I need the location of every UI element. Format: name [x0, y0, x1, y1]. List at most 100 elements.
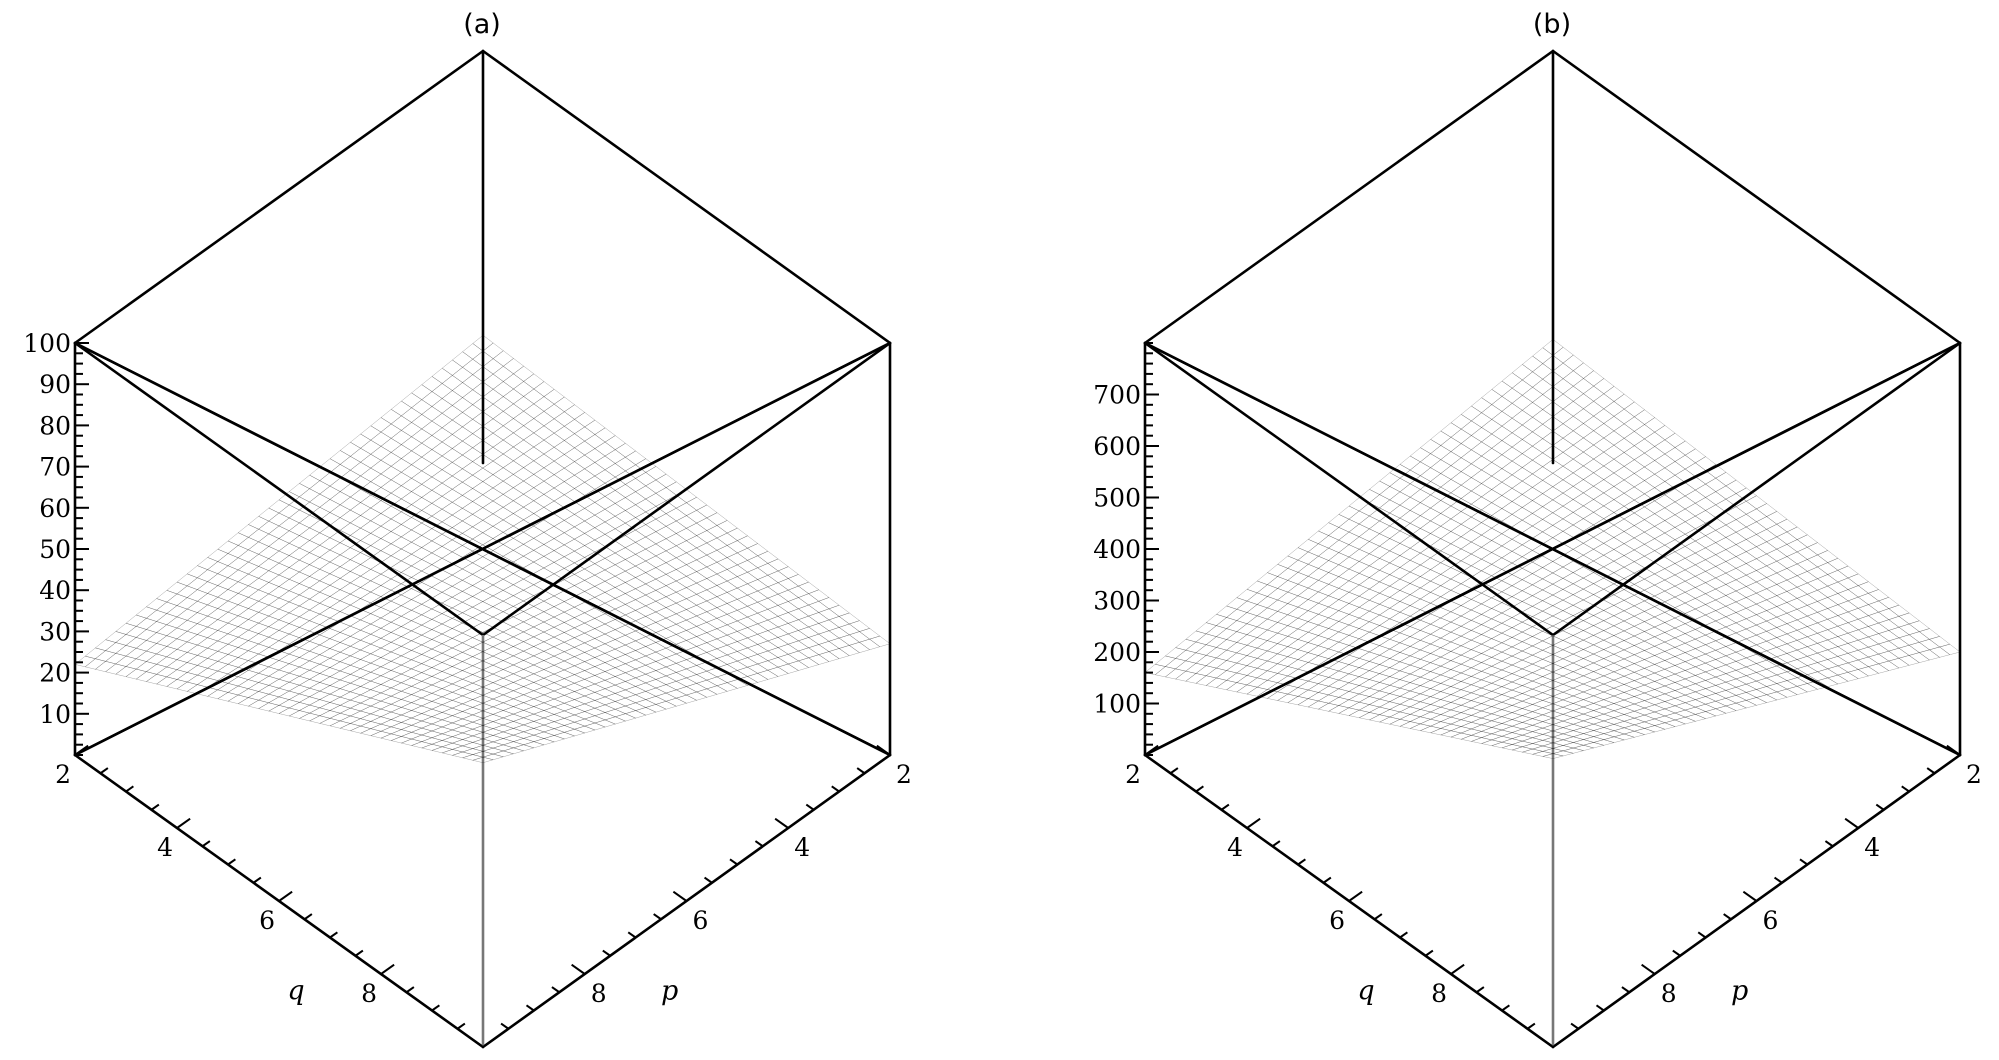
surface-patch: [736, 637, 759, 649]
surface-patch: [1654, 632, 1676, 643]
surface-patch: [1796, 582, 1819, 595]
surface-patch: [1837, 589, 1859, 602]
surface-patch: [655, 628, 677, 639]
surface-patch: [1725, 544, 1747, 557]
surface-patch: [1205, 667, 1228, 679]
surface-patch: [757, 660, 779, 671]
surface-patch: [196, 658, 219, 669]
surface-patch: [1766, 637, 1788, 648]
surface-patch: [1440, 543, 1462, 557]
surface-patch: [1745, 672, 1768, 682]
surface-patch: [685, 559, 708, 572]
surface-patch: [380, 695, 402, 705]
surface-patch: [206, 661, 229, 672]
surface-patch: [1419, 704, 1442, 713]
surface-patch: [1664, 488, 1686, 503]
surface-patch: [1603, 458, 1625, 474]
surface-patch: [1389, 491, 1411, 506]
surface-patch: [522, 646, 545, 657]
surface-patch: [207, 585, 229, 598]
surface-patch: [1766, 572, 1788, 585]
surface-patch: [135, 629, 158, 641]
surface-patch: [84, 658, 107, 670]
surface-patch: [1715, 705, 1737, 714]
surface-patch: [268, 512, 290, 527]
surface-patch: [655, 675, 677, 685]
surface-patch: [1694, 522, 1717, 536]
surface-patch: [1643, 672, 1666, 682]
surface-patch: [1603, 444, 1625, 460]
surface-patch: [1409, 447, 1432, 463]
surface-patch: [1205, 647, 1228, 659]
surface-patch: [1430, 500, 1452, 514]
surface-patch: [400, 686, 423, 695]
surface-patch: [1674, 678, 1697, 688]
q-tick-mark: [405, 986, 415, 994]
surface-patch: [278, 491, 300, 506]
surface-patch: [634, 616, 657, 627]
surface-patch: [757, 608, 779, 621]
surface-patch: [1389, 517, 1411, 532]
surface-patch: [1776, 518, 1798, 533]
surface-patch: [1491, 468, 1513, 483]
surface-patch: [645, 506, 667, 520]
surface-patch: [614, 681, 637, 691]
surface-patch: [1705, 566, 1727, 579]
surface-patch: [1348, 536, 1370, 550]
surface-patch: [858, 628, 881, 640]
surface-patch: [451, 732, 474, 740]
surface-patch: [1277, 614, 1299, 626]
surface-patch: [583, 692, 606, 701]
surface-patch: [247, 672, 270, 683]
surface-patch: [1715, 698, 1737, 707]
surface-patch: [1755, 553, 1778, 567]
p-tick-mark: [876, 744, 891, 756]
surface-patch: [543, 721, 566, 729]
surface-patch: [1144, 663, 1166, 676]
surface-patch: [1378, 701, 1401, 710]
surface-patch: [1378, 618, 1401, 630]
surface-patch: [522, 636, 545, 647]
surface-patch: [533, 600, 555, 613]
surface-patch: [655, 638, 677, 649]
surface-patch: [665, 634, 688, 645]
surface-patch: [492, 439, 514, 455]
surface-patch: [1348, 648, 1370, 659]
surface-patch: [502, 713, 525, 722]
surface-patch: [634, 646, 657, 657]
surface-patch: [1623, 445, 1645, 461]
surface-patch: [278, 555, 300, 568]
p-tick-label: 6: [693, 906, 709, 935]
surface-patch: [1664, 665, 1686, 675]
surface-patch: [1541, 645, 1564, 655]
surface-patch: [1450, 712, 1473, 720]
surface-patch: [380, 438, 402, 453]
surface-patch: [492, 590, 514, 602]
surface-patch: [482, 646, 504, 657]
surface-patch: [1633, 424, 1656, 440]
surface-patch: [553, 732, 576, 740]
surface-patch: [1460, 435, 1482, 451]
surface-patch: [604, 658, 626, 668]
surface-patch: [1786, 629, 1808, 641]
surface-patch: [1847, 596, 1869, 609]
surface-patch: [186, 655, 209, 666]
surface-patch: [420, 723, 443, 732]
surface-patch: [1440, 686, 1462, 695]
surface-patch: [1918, 639, 1941, 651]
surface-patch: [1490, 694, 1513, 703]
surface-patch: [1816, 639, 1839, 651]
surface-patch: [1399, 469, 1421, 485]
surface-patch: [1633, 438, 1656, 454]
surface-patch: [461, 474, 484, 489]
surface-patch: [1816, 618, 1839, 630]
surface-patch: [461, 665, 484, 675]
surface-patch: [1755, 677, 1778, 687]
surface-patch: [1501, 705, 1524, 713]
surface-patch: [1521, 402, 1544, 418]
surface-patch: [1440, 631, 1462, 643]
surface-patch: [655, 657, 677, 668]
surface-patch: [1409, 461, 1432, 477]
surface-patch: [370, 445, 392, 461]
surface-patch: [1511, 590, 1533, 602]
